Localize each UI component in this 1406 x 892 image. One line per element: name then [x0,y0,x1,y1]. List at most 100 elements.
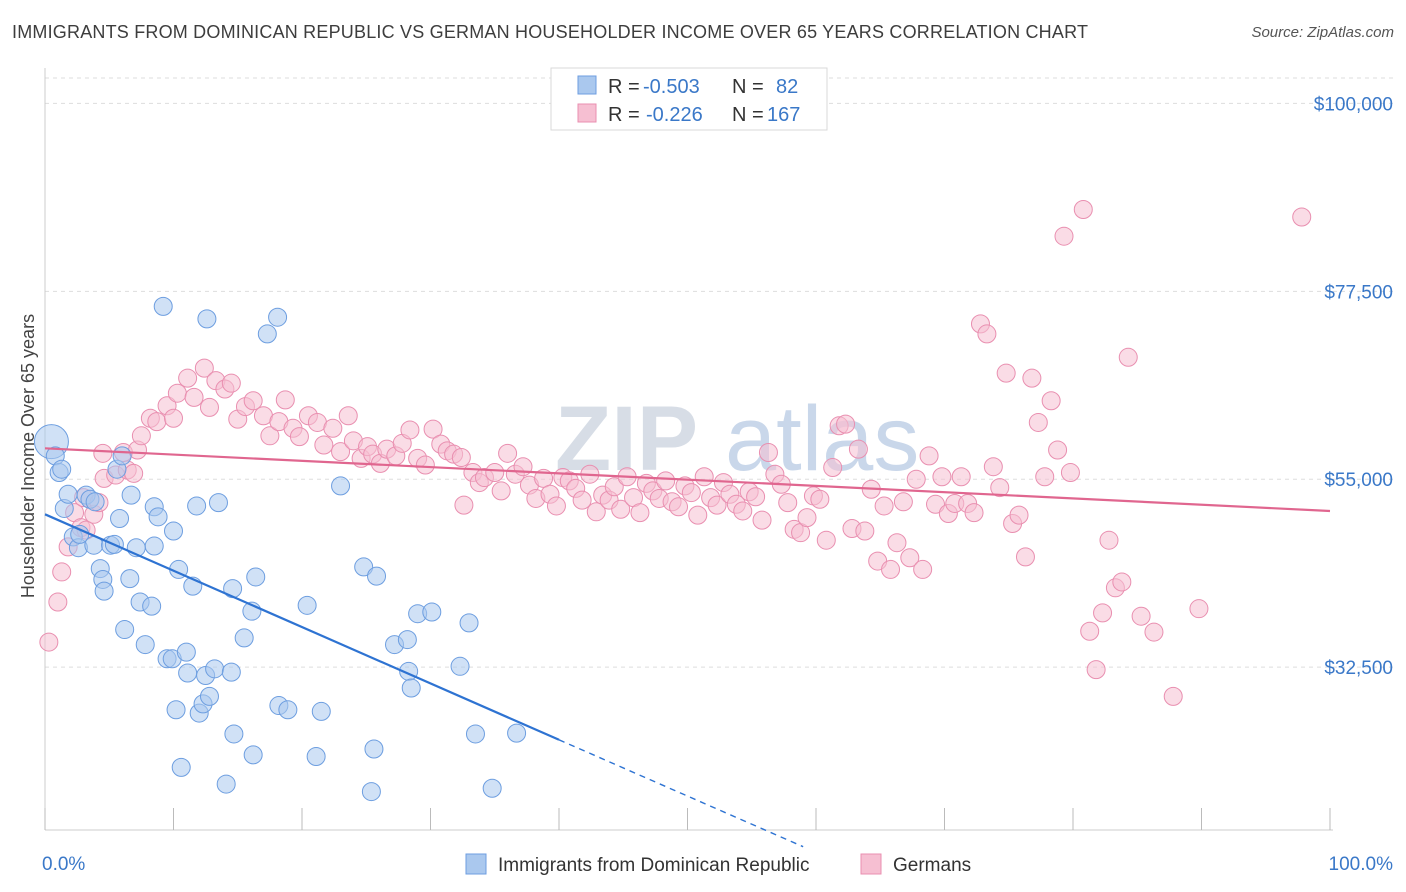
germans-point [887,533,907,553]
germans-point [331,442,351,462]
germans-point [707,495,727,515]
x-tick-labels: 0.0% 100.0% [42,854,1393,875]
germans-point [1009,505,1029,525]
dominican-point [465,724,485,744]
dominican-point [306,747,326,767]
germans-point [260,426,280,446]
germans-point [983,457,1003,477]
germans-point [48,592,68,612]
germans-point [810,489,830,509]
germans-point [932,467,952,487]
germans-point [131,426,151,446]
dominican-point [153,296,173,316]
germans-point [423,419,443,439]
germans-point [797,508,817,528]
germans-point [823,458,843,478]
dominican-point [459,613,479,633]
y-tick-label: $100,000 [1314,94,1393,115]
dominican-point [278,700,298,720]
germans-point [1292,207,1312,227]
germans-point [855,521,875,541]
germans-point [1118,347,1138,367]
x-tick-label: 100.0% [1329,854,1394,875]
correlation-legend: R = -0.503 N = 82 R = -0.226 N = 167 [550,67,828,131]
germans-point [913,559,933,579]
bottom-legend-swatch-pink [860,853,882,875]
germans-point [586,502,606,522]
dominican-point [148,507,168,527]
germans-point [836,414,856,434]
dominican-point [94,581,114,601]
germans-point [415,455,435,475]
germans-point [323,418,343,438]
germans-point [1041,391,1061,411]
germans-point [990,478,1010,498]
dominican-point [450,656,470,676]
dominican-point [364,739,384,759]
germans-point [611,499,631,519]
dominican-point [135,635,155,655]
germans-point [681,483,701,503]
germans-point [39,632,59,652]
germans-point [778,493,798,513]
germans-point [1048,440,1068,460]
germans-point [1060,463,1080,483]
germans-trend-line [44,447,1331,513]
germans-point [491,481,511,501]
legend-n-value-1: 82 [776,76,798,98]
germans-point [199,397,219,417]
dominican-point [120,569,140,589]
germans-point [1073,199,1093,219]
trend-lines [44,447,1331,848]
germans-point [848,439,868,459]
germans-point [124,463,144,483]
dominican-point [221,662,241,682]
germans-point [1112,572,1132,592]
y-tick-label: $77,500 [1324,282,1393,303]
germans-point [1189,599,1209,619]
y-tick-labels: $32,500 $55,000 $77,500 $100,000 [1314,94,1393,679]
germans-point [926,494,946,514]
germans-point [816,530,836,550]
dominican-point [110,508,130,528]
germans-point [874,496,894,516]
dominican-trend-line [44,513,560,741]
germans-point [906,469,926,489]
bottom-legend-label-germans: Germans [893,855,971,876]
germans-point [1054,226,1074,246]
dominican-point [187,496,207,516]
germans-point [669,497,689,517]
germans-point [451,448,471,468]
germans-point [1035,467,1055,487]
series-germans-points [39,199,1312,706]
germans-point [485,463,505,483]
germans-point [243,391,263,411]
dominican-point [397,630,417,650]
germans-point [656,471,676,491]
germans-point [1086,660,1106,680]
germans-point [1015,547,1035,567]
germans-point [758,443,778,463]
germans-point [746,487,766,507]
dominican-point [422,602,442,622]
germans-point [147,412,167,432]
y-tick-label: $55,000 [1324,470,1393,491]
legend-swatch-blue [577,75,597,95]
dominican-point [234,628,254,648]
germans-point [1022,368,1042,388]
germans-point [881,559,901,579]
dominican-point [507,723,527,743]
dominican-point [178,663,198,683]
dominican-point [361,782,381,802]
bottom-legend-label-dominican: Immigrants from Dominican Republic [498,855,810,876]
dominican-point [197,309,217,329]
germans-point [893,492,913,512]
legend-n-value-2: 167 [767,104,800,126]
germans-point [93,443,113,463]
dominican-point [166,700,186,720]
germans-point [900,548,920,568]
chart-title: IMMIGRANTS FROM DOMINICAN REPUBLIC VS GE… [12,22,1089,42]
series-legend: Immigrants from Dominican Republic Germa… [465,853,971,876]
dominican-point [331,476,351,496]
